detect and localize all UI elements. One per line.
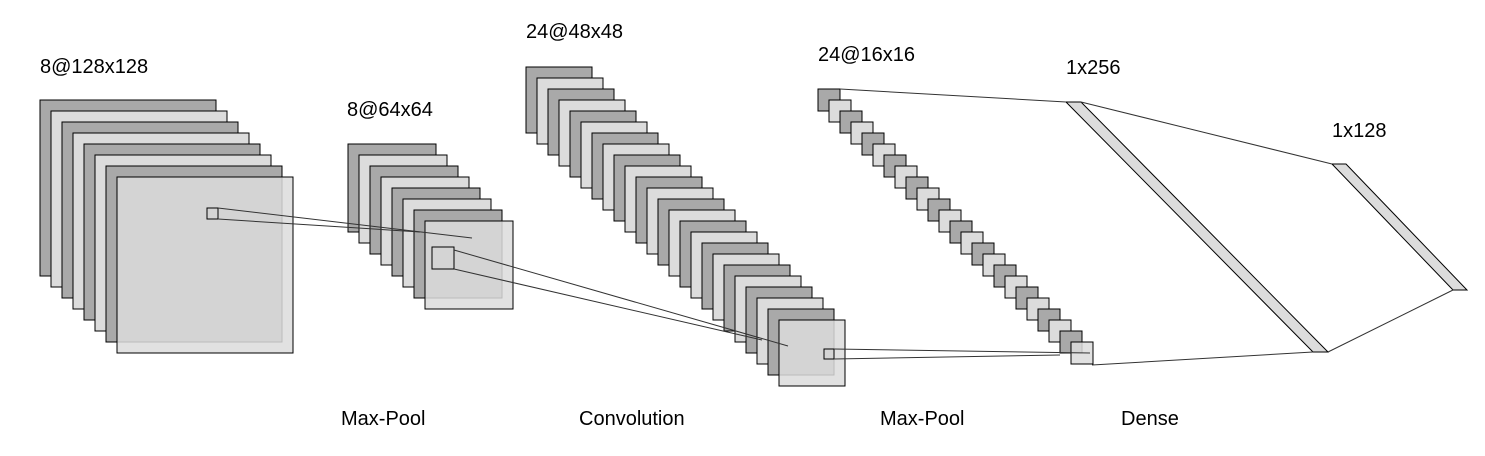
layer-label-conv: 24@48x48: [526, 21, 624, 43]
connector-pool1-to-conv-top: [453, 249, 789, 347]
connector-pool2-to-dense1-top: [839, 88, 1067, 103]
connector-pool1-to-conv-bottom: [453, 268, 763, 341]
conv-receptive-field: [823, 348, 835, 360]
conv-feature-map-24: [778, 319, 846, 387]
pool1-receptive-field: [431, 246, 455, 270]
pool1-feature-map-8: [424, 220, 514, 310]
input-feature-map-8: [116, 176, 294, 354]
layer-label-dense2: 1x128: [1332, 120, 1387, 142]
op-label-maxpool-2: Max-Pool: [880, 408, 965, 430]
layer-label-dense1: 1x256: [1066, 57, 1121, 79]
connector-dense1-to-dense2-top: [1080, 101, 1333, 165]
connector-input-to-pool1-bottom: [217, 218, 421, 233]
op-label-dense: Dense: [1121, 408, 1179, 430]
op-label-convolution: Convolution: [579, 408, 685, 430]
layer-label-pool1: 8@64x64: [347, 99, 433, 121]
connector-input-to-pool1-top: [217, 207, 473, 239]
layer-label-pool2: 24@16x16: [818, 44, 916, 66]
layer-label-input: 8@128x128: [40, 56, 149, 78]
op-label-maxpool-1: Max-Pool: [341, 408, 426, 430]
connector-dense1-to-dense2-bottom: [1327, 289, 1454, 353]
dense1-vector-bar: [1064, 101, 1330, 353]
connector-conv-to-pool2-top: [833, 348, 1091, 354]
dense2-vector-bar: [1330, 163, 1469, 291]
connector-conv-to-pool2-bottom: [833, 354, 1061, 360]
input-receptive-field: [206, 207, 219, 220]
connector-pool2-to-dense1-bottom: [1091, 351, 1314, 366]
